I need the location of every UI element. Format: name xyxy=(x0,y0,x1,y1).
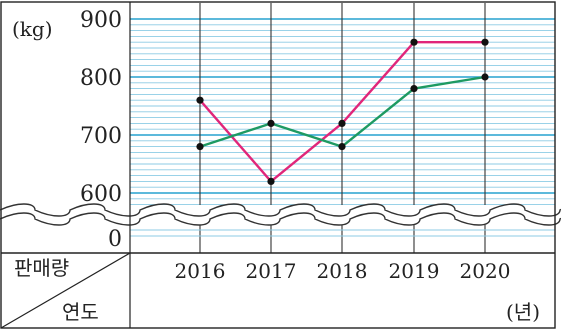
x-tick-2016: 2016 xyxy=(175,259,226,283)
data-point-s1-2017 xyxy=(267,119,275,127)
axis-break-fill xyxy=(0,205,561,225)
data-point-s0-2019 xyxy=(410,38,418,46)
x-tick-2018: 2018 xyxy=(317,259,368,283)
data-point-s0-2020 xyxy=(481,38,489,46)
data-point-s0-2016 xyxy=(196,96,204,104)
y-tick-700: 700 xyxy=(80,124,122,149)
y-tick-600: 600 xyxy=(80,182,122,207)
axis-break xyxy=(0,203,561,237)
x-unit-label: (년) xyxy=(506,300,540,324)
header-diagonal xyxy=(0,252,131,329)
data-point-s1-2018 xyxy=(338,143,346,151)
header-top-label: 판매량 xyxy=(14,256,69,280)
data-point-s1-2016 xyxy=(196,143,204,151)
header-bottom-label: 연도 xyxy=(62,300,99,324)
data-point-s0-2018 xyxy=(338,119,346,127)
data-point-s1-2019 xyxy=(410,85,418,93)
data-point-s0-2017 xyxy=(267,177,275,185)
y-tick-800: 800 xyxy=(80,66,122,91)
y-tick-0: 0 xyxy=(108,227,122,252)
x-tick-2019: 2019 xyxy=(389,259,440,283)
y-tick-900: 900 xyxy=(80,8,122,33)
x-tick-2020: 2020 xyxy=(460,259,511,283)
data-points xyxy=(196,38,489,185)
axis-break-line-upper xyxy=(0,203,561,217)
y-unit-label: (kg) xyxy=(12,17,53,41)
data-point-s1-2020 xyxy=(481,73,489,81)
x-tick-2017: 2017 xyxy=(246,259,297,283)
axis-break-line-lower xyxy=(0,212,561,226)
